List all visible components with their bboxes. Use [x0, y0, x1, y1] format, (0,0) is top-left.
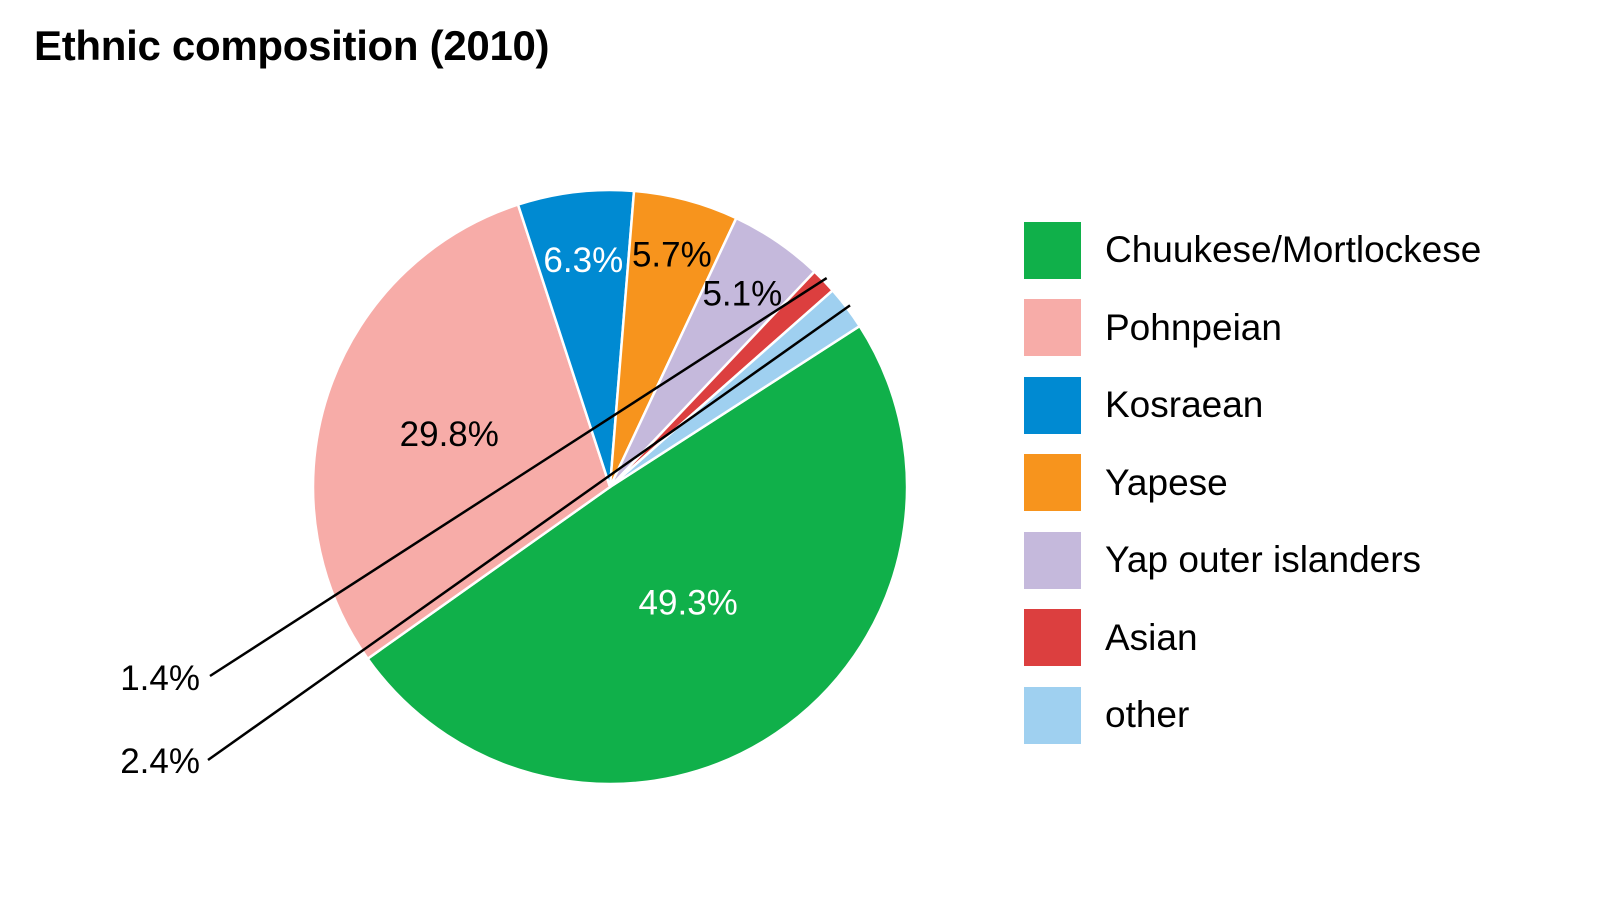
slice-label-yapese: 5.7% — [632, 236, 712, 275]
legend-swatch — [1024, 221, 1081, 279]
legend-item: Pohnpeian — [1024, 299, 1481, 356]
legend-item: other — [1024, 686, 1481, 744]
slice-label-kosraean: 6.3% — [543, 241, 623, 280]
legend-label: Chuukese/Mortlockese — [1105, 229, 1482, 270]
legend-item: Kosraean — [1024, 376, 1481, 434]
chart-title: Ethnic composition (2010) — [34, 22, 550, 69]
pie-slice-kosraean — [516, 188, 636, 489]
legend-item: Chuukese/Mortlockese — [1024, 221, 1482, 279]
pie-slice-chuukese-mortlockese — [366, 324, 909, 786]
legend-swatch — [1024, 531, 1081, 589]
legend-item: Yapese — [1024, 454, 1481, 511]
legend-label: Yapese — [1105, 461, 1228, 503]
legend-swatch — [1024, 609, 1081, 666]
legend-label: other — [1105, 694, 1190, 735]
legend-swatch — [1024, 376, 1081, 434]
legend-label: Asian — [1105, 616, 1198, 658]
slice-label-pohnpeian: 29.8% — [400, 415, 499, 454]
slice-label-chuukese-mortlockese: 49.3% — [639, 584, 738, 623]
legend-label: Pohnpeian — [1105, 306, 1282, 348]
leader-line — [209, 277, 828, 678]
legend-label: Kosraean — [1105, 384, 1264, 425]
legend-swatch — [1024, 454, 1081, 511]
pie-slice-pohnpeian — [311, 203, 612, 660]
legend-item: Yap outer islanders — [1024, 531, 1481, 589]
legend-label: Yap outer islanders — [1105, 539, 1422, 580]
slice-label-yap-outer-islanders: 5.1% — [702, 274, 782, 313]
legend: Chuukese/Mortlockese Pohnpeian Kosraean Yap… — [1024, 221, 1482, 765]
legend-swatch — [1024, 299, 1081, 356]
slice-label-asian: 1.4% — [120, 659, 200, 698]
slice-label-other: 2.4% — [120, 742, 200, 781]
leader-line — [207, 304, 851, 762]
legend-swatch — [1024, 686, 1081, 744]
legend-item: Asian — [1024, 609, 1481, 666]
